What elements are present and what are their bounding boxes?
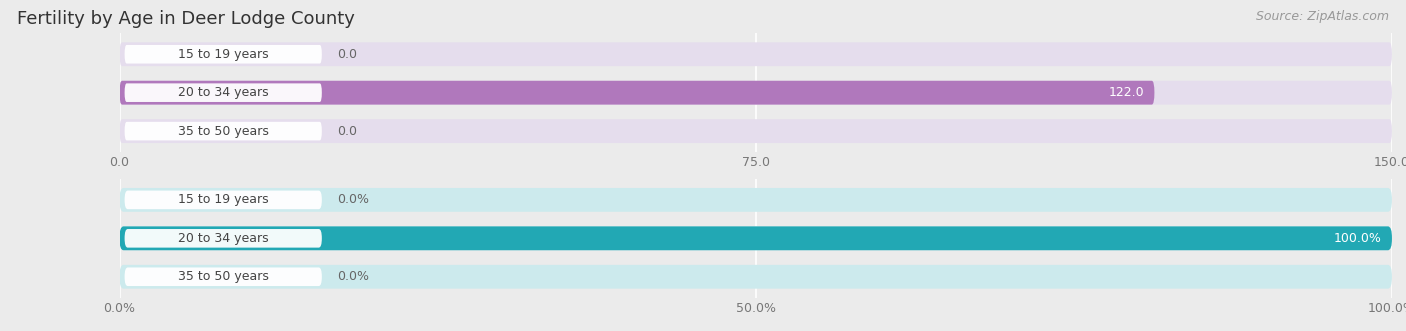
FancyBboxPatch shape [120, 119, 1392, 143]
Text: 35 to 50 years: 35 to 50 years [177, 270, 269, 283]
FancyBboxPatch shape [125, 83, 322, 102]
Text: 15 to 19 years: 15 to 19 years [179, 48, 269, 61]
Text: Fertility by Age in Deer Lodge County: Fertility by Age in Deer Lodge County [17, 10, 354, 28]
FancyBboxPatch shape [125, 229, 322, 248]
FancyBboxPatch shape [120, 81, 1154, 105]
Text: 100.0%: 100.0% [1334, 232, 1382, 245]
FancyBboxPatch shape [120, 226, 1392, 250]
FancyBboxPatch shape [120, 265, 1392, 289]
Text: 0.0%: 0.0% [337, 193, 370, 207]
Text: 20 to 34 years: 20 to 34 years [179, 232, 269, 245]
FancyBboxPatch shape [125, 122, 322, 140]
FancyBboxPatch shape [125, 267, 322, 286]
FancyBboxPatch shape [120, 226, 1392, 250]
FancyBboxPatch shape [125, 45, 322, 64]
FancyBboxPatch shape [120, 42, 1392, 66]
Text: 0.0%: 0.0% [337, 270, 370, 283]
Text: 122.0: 122.0 [1108, 86, 1144, 99]
FancyBboxPatch shape [125, 191, 322, 209]
Text: 15 to 19 years: 15 to 19 years [179, 193, 269, 207]
Text: 0.0: 0.0 [337, 48, 357, 61]
FancyBboxPatch shape [120, 81, 1392, 105]
FancyBboxPatch shape [120, 188, 1392, 212]
Text: 20 to 34 years: 20 to 34 years [179, 86, 269, 99]
Text: 35 to 50 years: 35 to 50 years [177, 124, 269, 138]
Text: Source: ZipAtlas.com: Source: ZipAtlas.com [1256, 10, 1389, 23]
Text: 0.0: 0.0 [337, 124, 357, 138]
